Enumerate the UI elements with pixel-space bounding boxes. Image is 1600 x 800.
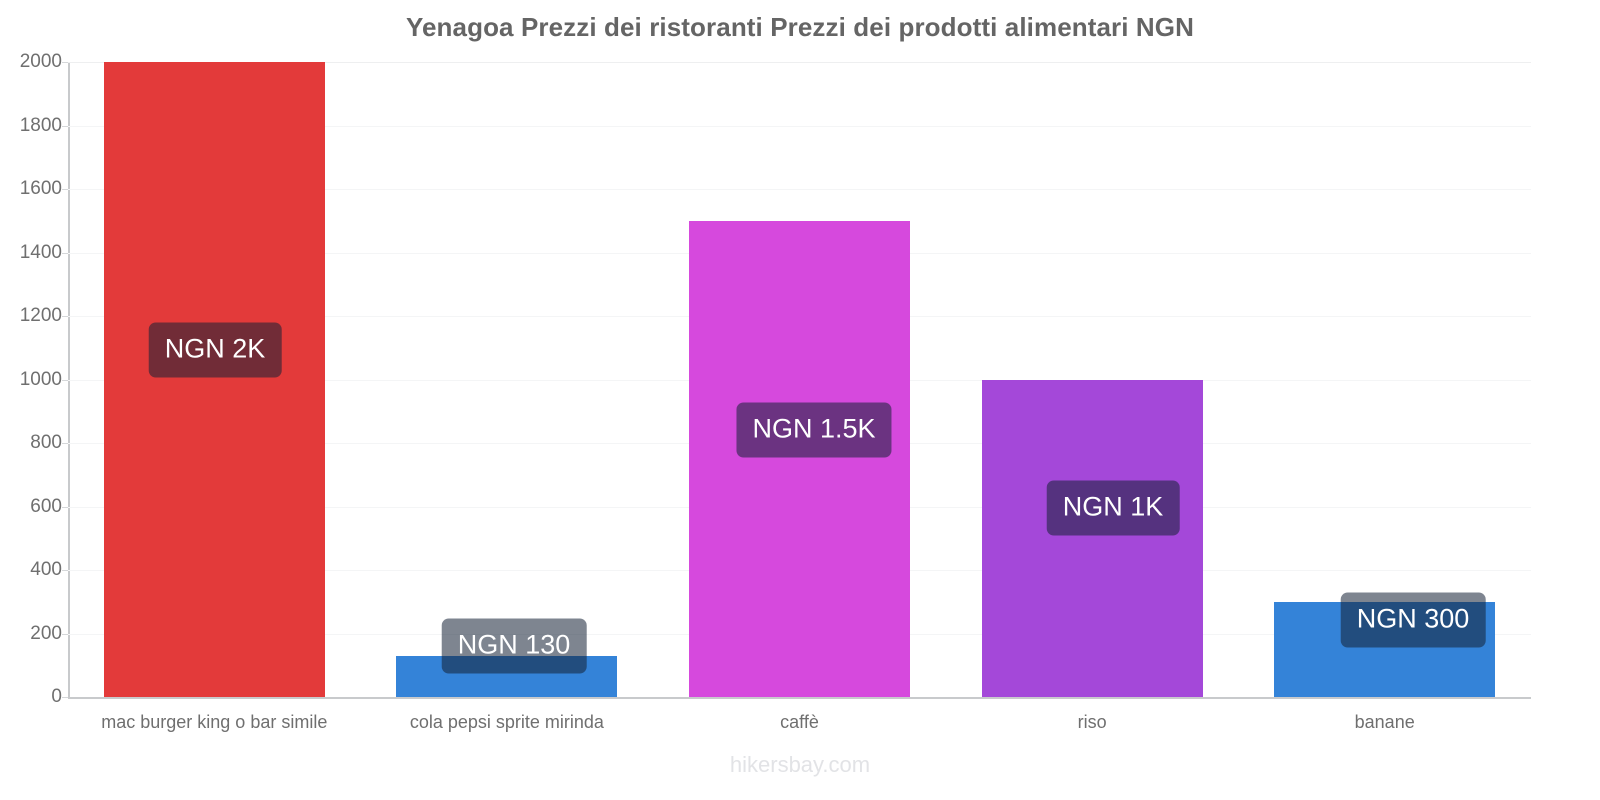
y-axis-tick-label: 1600 bbox=[19, 178, 62, 199]
bar-column[interactable] bbox=[103, 62, 325, 697]
y-axis-tick-mark bbox=[62, 633, 68, 635]
y-axis-tick-mark bbox=[62, 62, 68, 63]
y-axis-tick-mark bbox=[62, 125, 68, 127]
bar-column[interactable] bbox=[396, 62, 618, 697]
bar-column[interactable] bbox=[981, 62, 1203, 697]
y-axis-tick-label: 600 bbox=[30, 495, 62, 517]
x-axis-tick-label: cola pepsi sprite mirinda bbox=[409, 712, 604, 732]
y-axis-tick-label: 1000 bbox=[19, 368, 62, 390]
y-axis-tick-mark bbox=[62, 443, 68, 444]
y-axis-tick-label: 1800 bbox=[19, 114, 62, 136]
y-axis-tick-mark bbox=[62, 379, 68, 381]
x-axis-tick-label: banane bbox=[1354, 712, 1415, 732]
y-axis-tick-label: 1200 bbox=[19, 305, 62, 326]
bar[interactable] bbox=[689, 220, 910, 697]
footer-credit: hikersbay.com bbox=[729, 752, 871, 777]
bar[interactable] bbox=[981, 379, 1203, 697]
x-axis-tick-label: caffè bbox=[780, 712, 819, 732]
x-axis-tick-label: riso bbox=[1077, 712, 1107, 732]
y-axis-tick-labels: 0 200 400 600 800 1000 1200 1400 1600 1800 2000 bbox=[0, 0, 68, 800]
bar-value-badge: NGN 130 bbox=[441, 618, 587, 674]
gridline bbox=[68, 62, 1531, 63]
bar-value-badge: NGN 300 bbox=[1340, 592, 1486, 648]
y-axis-line bbox=[68, 62, 70, 699]
bar-value-badge: NGN 2K bbox=[148, 322, 282, 378]
bar-column[interactable] bbox=[689, 62, 910, 697]
page-title: Yenagoa Prezzi dei ristoranti Prezzi dei… bbox=[405, 12, 1194, 42]
gridline bbox=[68, 125, 1531, 127]
y-axis-tick-mark bbox=[62, 506, 68, 508]
y-axis-tick-label: 2000 bbox=[19, 51, 62, 72]
x-axis-line bbox=[68, 697, 1531, 699]
bar-value-badge: NGN 1K bbox=[1046, 480, 1180, 536]
x-axis-tick-label: mac burger king o bar simile bbox=[101, 712, 328, 732]
y-axis-tick-label: 200 bbox=[30, 622, 62, 644]
y-axis-tick-label: 0 bbox=[51, 686, 62, 707]
y-axis-tick-label: 800 bbox=[30, 432, 62, 453]
bar[interactable] bbox=[103, 62, 325, 697]
bar-value-badge: NGN 1.5K bbox=[736, 402, 892, 458]
y-axis-tick-label: 1400 bbox=[19, 241, 62, 263]
gridline bbox=[68, 189, 1531, 190]
y-axis-tick-mark bbox=[62, 252, 68, 254]
y-axis-tick-mark bbox=[62, 697, 68, 698]
y-axis-tick-label: 400 bbox=[30, 559, 62, 580]
y-axis-tick-mark bbox=[62, 570, 68, 571]
y-axis-tick-mark bbox=[62, 189, 68, 190]
y-axis-tick-mark bbox=[62, 316, 68, 317]
